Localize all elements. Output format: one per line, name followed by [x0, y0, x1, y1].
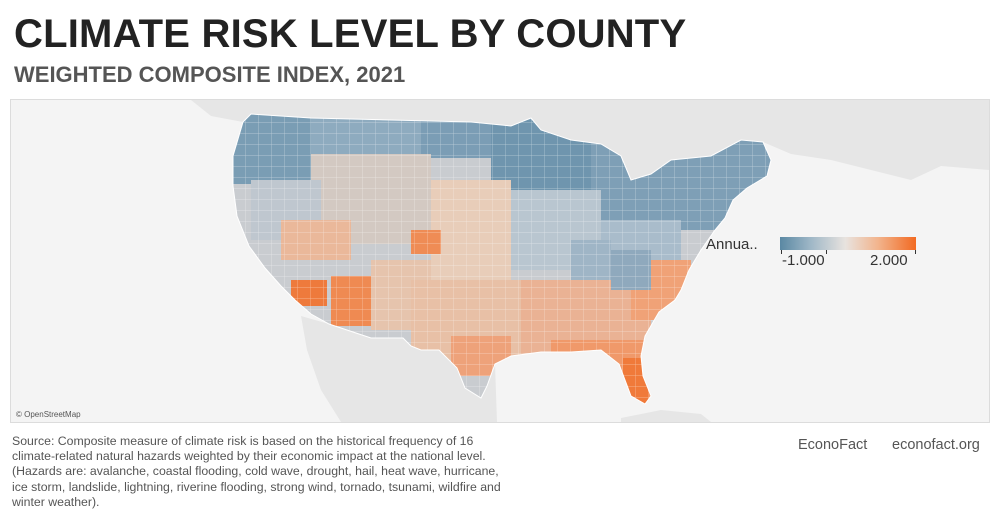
legend-tick-zero — [826, 250, 827, 254]
county-map[interactable] — [11, 100, 989, 422]
mexico-land — [301, 316, 497, 422]
canada-land — [191, 100, 989, 180]
map-panel[interactable]: © OpenStreetMap — [10, 99, 990, 423]
legend-gradient-bar — [780, 237, 916, 250]
legend-title: Annua.. — [706, 236, 758, 253]
brand-url[interactable]: econofact.org — [892, 437, 980, 453]
source-note: Source: Composite measure of climate ris… — [12, 434, 501, 509]
map-attribution[interactable]: © OpenStreetMap — [16, 410, 81, 419]
legend-min-label: -1.000 — [782, 252, 825, 269]
us-outline — [232, 113, 772, 405]
legend-max-label: 2.000 — [870, 252, 908, 269]
legend-tick-max — [915, 250, 916, 254]
brand-name: EconoFact — [798, 437, 868, 453]
cuba-land — [621, 410, 711, 422]
chart-subtitle: WEIGHTED COMPOSITE INDEX, 2021 — [14, 62, 406, 87]
chart-title: CLIMATE RISK LEVEL BY COUNTY — [14, 12, 687, 56]
color-legend: Annua.. -1.000 2.000 — [706, 236, 916, 276]
legend-tick-min — [781, 250, 782, 254]
